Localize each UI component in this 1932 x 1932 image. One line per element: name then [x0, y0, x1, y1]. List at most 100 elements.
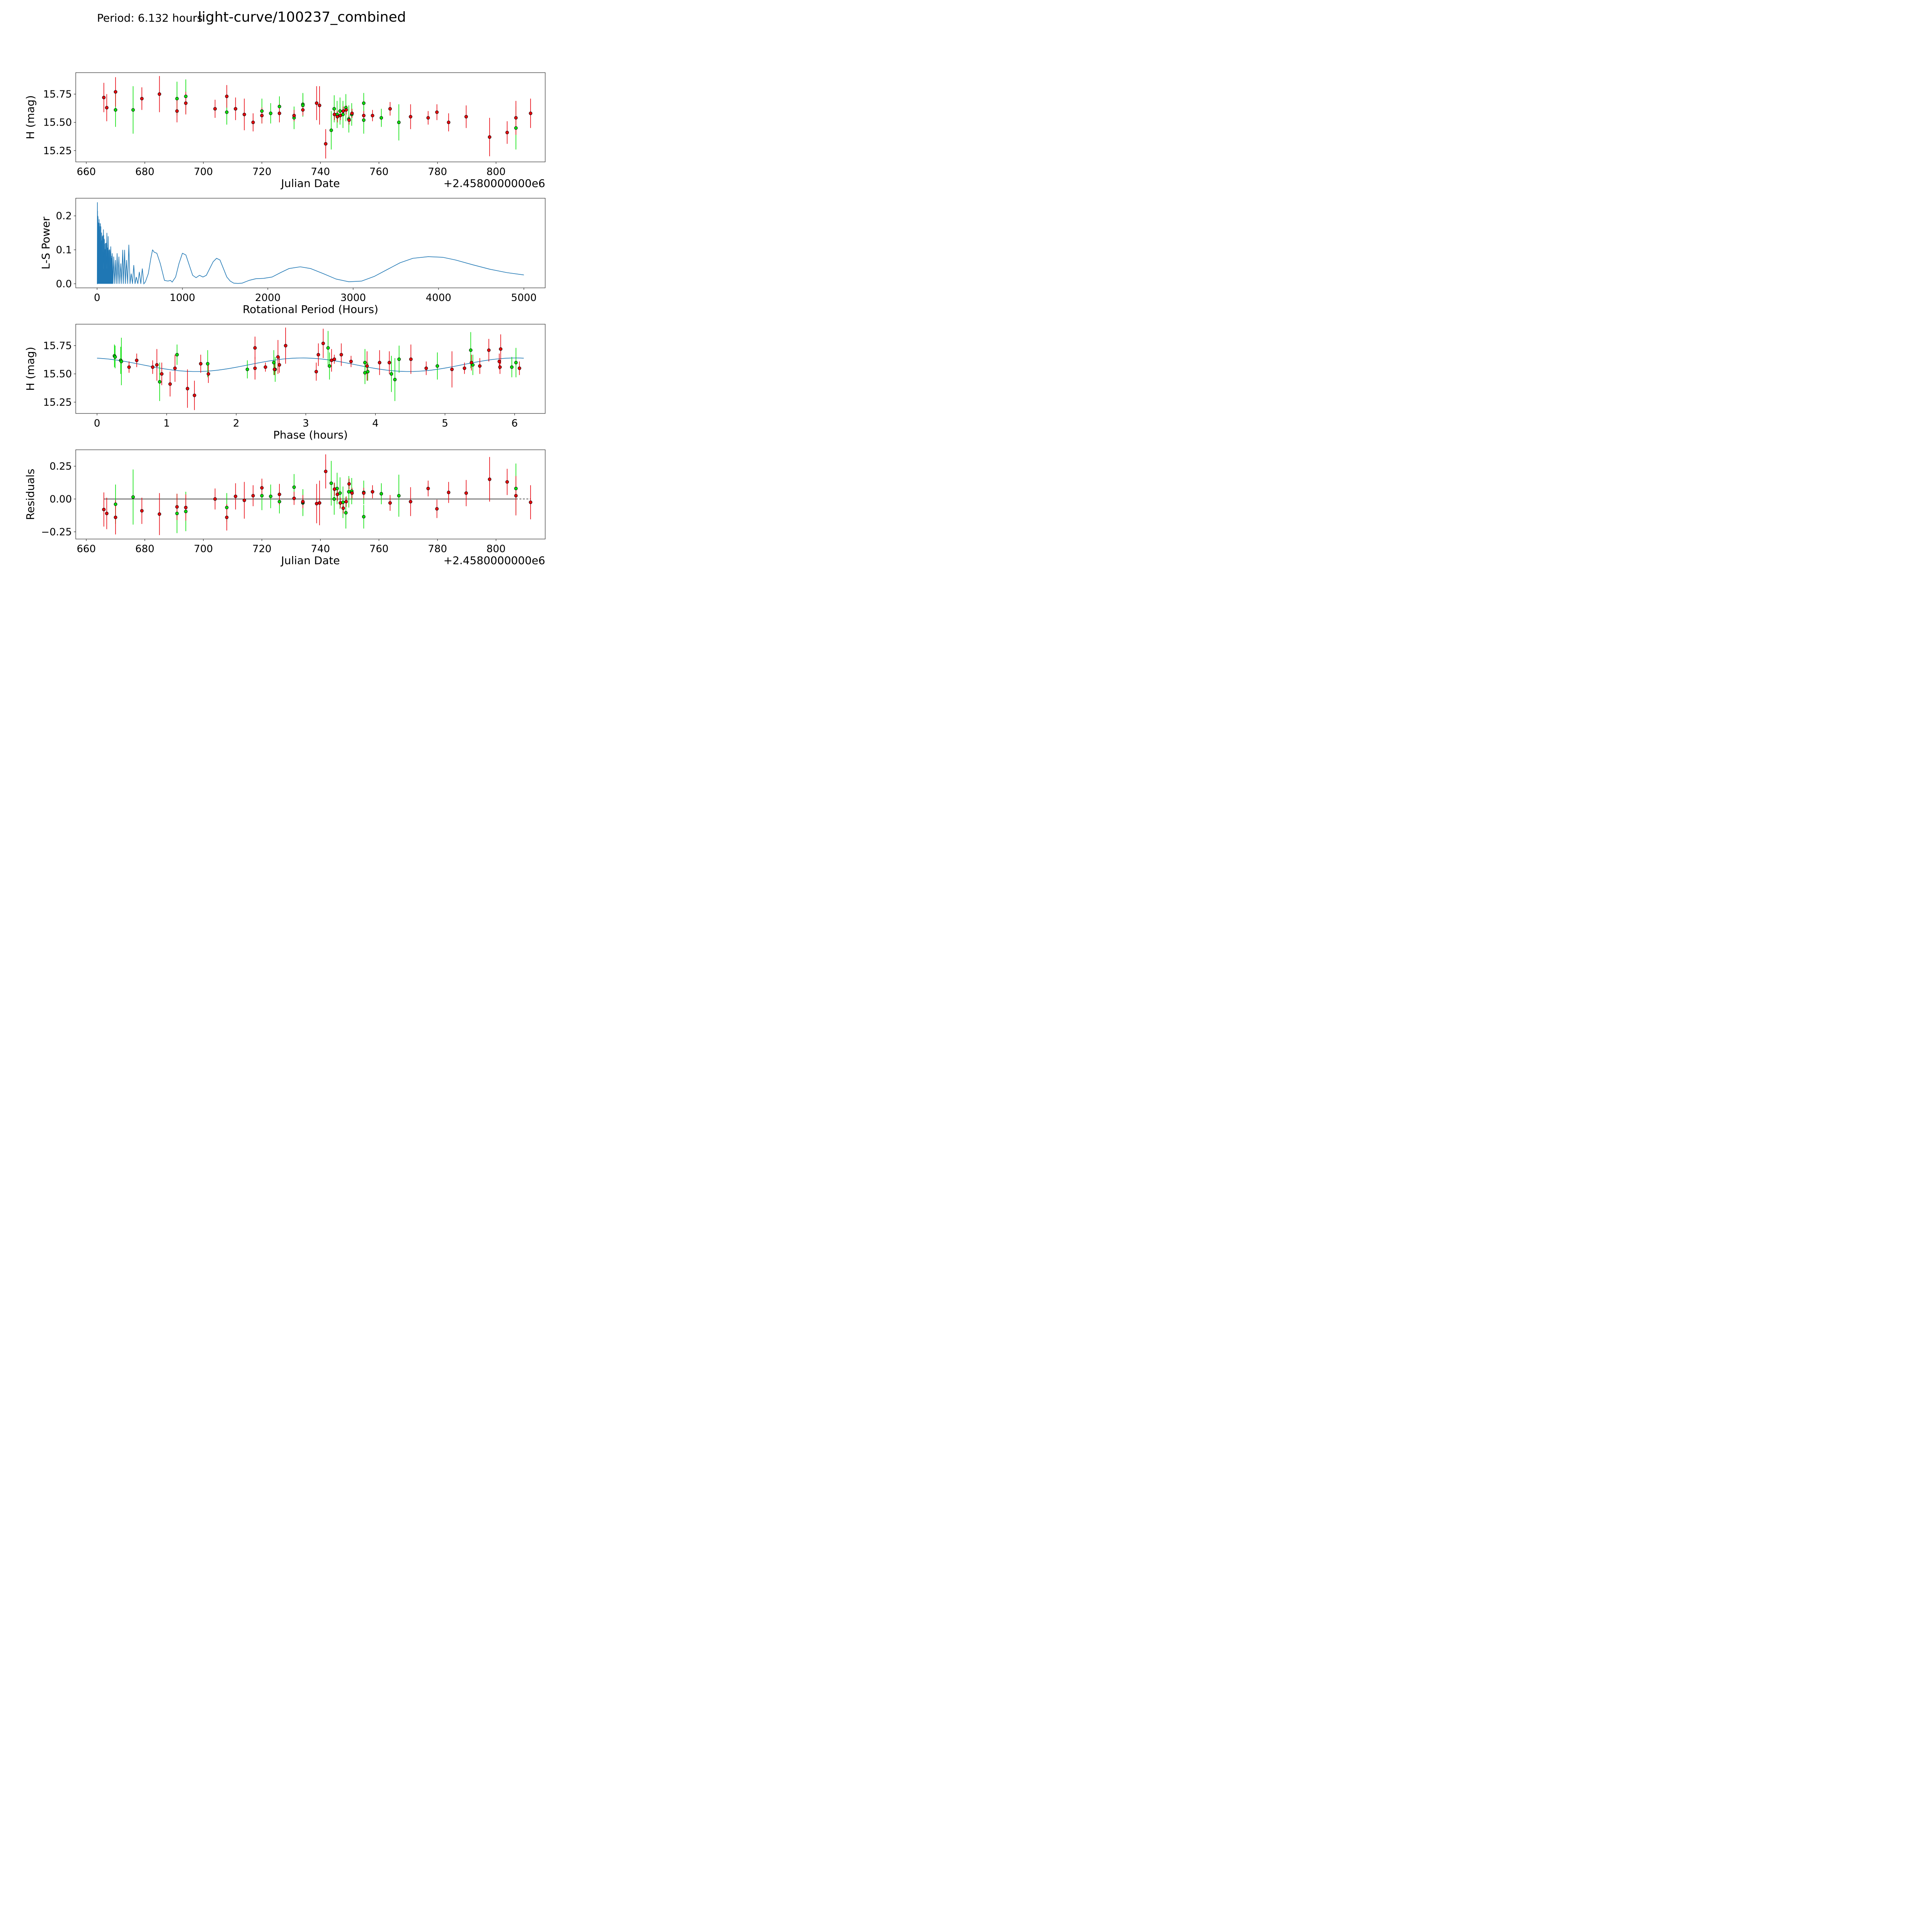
red-point	[185, 387, 189, 391]
red-point	[206, 372, 210, 376]
red-point	[409, 500, 413, 503]
red-point	[264, 365, 267, 369]
red-point	[158, 92, 162, 96]
residuals-ytick-label: 0.25	[49, 461, 72, 472]
red-point	[260, 114, 264, 117]
red-point	[276, 355, 280, 359]
red-point	[487, 348, 491, 352]
green-point	[175, 97, 179, 100]
phase-folded-xtick-label: 3	[303, 418, 309, 429]
green-point	[328, 364, 332, 368]
red-point	[140, 509, 144, 513]
figure: 660 680 700 720 740 760 780 800 15.25 15.50 15.75 J…	[24, 72, 546, 567]
green-point	[397, 494, 401, 498]
red-point	[315, 502, 318, 505]
green-point	[260, 109, 264, 113]
green-point	[225, 110, 229, 114]
green-point	[301, 104, 305, 107]
phase-folded-xtick-label: 4	[372, 418, 379, 429]
red-point	[105, 512, 109, 515]
light-curve-xtick-label: 760	[369, 166, 389, 178]
green-point	[184, 510, 188, 514]
phase-folded-xlabel: Phase (hours)	[273, 429, 348, 441]
green-point	[114, 502, 117, 506]
light-curve-ylabel: H (mag)	[24, 95, 37, 139]
green-point	[292, 485, 296, 489]
red-point	[175, 505, 179, 509]
red-point	[199, 362, 202, 366]
residuals-ytick-label: −0.25	[41, 526, 72, 538]
periodogram-xlabel: Rotational Period (Hours)	[243, 303, 378, 316]
red-point	[362, 491, 366, 495]
red-point	[314, 370, 318, 374]
red-point	[158, 512, 162, 516]
residuals-ytick-label: 0.00	[49, 493, 72, 505]
periodogram-smooth-trace	[145, 249, 524, 284]
red-point	[371, 114, 374, 117]
red-point	[105, 106, 109, 110]
green-point	[113, 355, 117, 359]
green-point	[362, 515, 366, 519]
green-point	[158, 380, 162, 384]
red-point	[114, 90, 117, 94]
red-point	[514, 116, 518, 120]
red-point	[341, 109, 345, 113]
red-point	[514, 494, 518, 498]
residuals-xtick-label: 800	[486, 543, 506, 555]
red-point	[409, 115, 413, 119]
green-point	[131, 495, 135, 499]
light-curve-ytick-label: 15.25	[43, 145, 72, 157]
periodogram-xtick-label: 5000	[511, 292, 537, 304]
red-point	[505, 131, 509, 134]
residuals-axes: 660 680 700 720 740 760 780 800 −0.25 0.00 0.25 Jul…	[24, 449, 546, 567]
light-curve-points	[102, 76, 532, 159]
red-point	[362, 114, 366, 117]
red-point	[350, 111, 354, 115]
red-point	[114, 515, 117, 519]
phase-folded-xtick-label: 2	[233, 418, 240, 429]
residuals-xtick-label: 760	[369, 543, 389, 555]
phase-folded-frame	[75, 324, 546, 414]
periodogram-xtick-label: 4000	[426, 292, 451, 304]
residuals-xtick-label: 780	[428, 543, 447, 555]
light-curve-xtick-label: 800	[486, 166, 506, 178]
red-point	[505, 480, 509, 484]
periodogram-ytick-label: 0.0	[56, 278, 72, 290]
green-point	[245, 367, 249, 371]
green-point	[272, 361, 276, 364]
light-curve-xtick-label: 680	[135, 166, 155, 178]
green-point	[393, 378, 397, 381]
red-point	[225, 515, 229, 519]
residuals-ylabel: Residuals	[24, 469, 37, 520]
green-point	[397, 121, 401, 124]
red-point	[464, 491, 468, 495]
red-point	[192, 393, 196, 397]
light-curve-xtick-label: 700	[194, 166, 213, 178]
red-point	[435, 507, 439, 511]
red-point	[321, 342, 325, 345]
red-point	[478, 364, 482, 368]
red-point	[529, 500, 532, 504]
red-point	[284, 344, 287, 348]
red-point	[347, 118, 351, 122]
red-point	[347, 482, 351, 486]
green-point	[332, 107, 336, 111]
green-point	[114, 108, 117, 112]
green-point	[277, 500, 281, 503]
periodogram-xtick-label: 3000	[340, 292, 366, 304]
red-point	[378, 361, 381, 364]
red-point	[464, 115, 468, 119]
green-point	[269, 495, 272, 498]
light-curve-offset-text: +2.4580000000e6	[444, 177, 545, 190]
periodogram-spikes	[97, 211, 113, 284]
red-point	[388, 501, 392, 505]
red-point	[324, 469, 328, 473]
red-point	[529, 111, 532, 115]
residuals-frame	[75, 449, 546, 539]
red-point	[424, 366, 428, 370]
green-point	[510, 365, 514, 369]
red-point	[315, 101, 318, 105]
red-point	[234, 495, 238, 498]
period-annotation: Period: 6.132 hours	[97, 12, 203, 24]
red-point	[341, 506, 345, 510]
